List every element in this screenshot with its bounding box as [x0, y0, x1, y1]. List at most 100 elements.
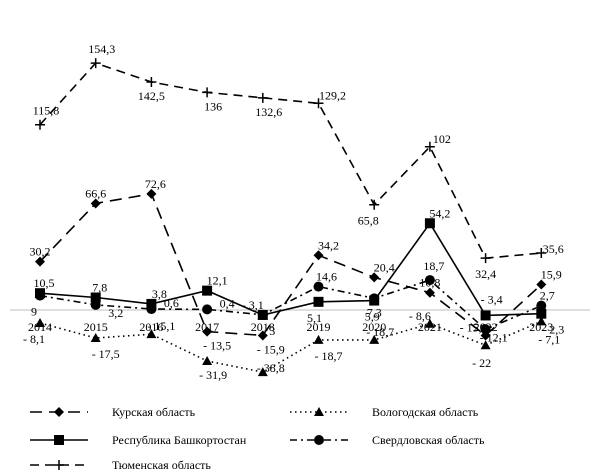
- data-label-kursk: 66,6: [85, 186, 106, 200]
- data-point-kursk: [313, 250, 324, 261]
- series-line-bashkortostan: [39, 221, 542, 317]
- data-label-vologda: - 8,6: [409, 309, 431, 323]
- data-point-vologda: [424, 318, 435, 328]
- series-line-vologda: [39, 320, 542, 373]
- legend-item-vologda: Вологодская область: [290, 405, 479, 419]
- data-label-kursk: - 15,9: [460, 320, 488, 334]
- legend-label: Тюменская область: [112, 458, 211, 472]
- data-label-bashkortostan: 7,8: [92, 281, 107, 295]
- data-label-sverdlovsk: 9: [31, 305, 37, 319]
- x-tick-label: 2020: [362, 320, 386, 334]
- data-point-tyumen: [369, 199, 380, 210]
- data-point-bashkortostan: [536, 308, 547, 319]
- data-label-bashkortostan: 3,8: [152, 287, 167, 301]
- legend-label: Вологодская область: [372, 405, 479, 419]
- series-line-sverdlovsk: [39, 279, 542, 331]
- data-label-sverdlovsk: 14,6: [316, 270, 337, 284]
- data-point-bashkortostan: [146, 298, 157, 309]
- data-label-tyumen: 35,6: [543, 242, 564, 256]
- data-point-tyumen: [257, 92, 268, 103]
- legend-label: Республика Башкортостан: [112, 433, 247, 447]
- data-point-sverdlovsk: [257, 309, 268, 320]
- data-point-sverdlovsk: [480, 324, 491, 335]
- data-point-kursk: [35, 256, 45, 267]
- data-point-vologda: [369, 334, 380, 344]
- data-label-vologda: - 8,1: [23, 332, 45, 346]
- data-label-bashkortostan: - 3,4: [481, 292, 503, 306]
- data-point-bashkortostan: [480, 310, 491, 321]
- data-label-vologda: - 38,8: [257, 361, 285, 375]
- data-point-tyumen: [313, 98, 324, 109]
- legend: Курская область Вологодская область Респуб…: [30, 405, 485, 472]
- data-label-kursk: 72,6: [145, 177, 166, 191]
- data-label-sverdlovsk: 3,2: [108, 306, 123, 320]
- data-point-kursk: [424, 287, 435, 298]
- data-label-vologda: - 7,1: [538, 332, 560, 346]
- data-label-tyumen: 115,8: [33, 104, 60, 118]
- x-tick-label: 2016: [139, 320, 163, 334]
- data-label-kursk: 15,9: [541, 268, 562, 282]
- data-point-bashkortostan: [313, 296, 324, 307]
- legend-label: Курская область: [112, 405, 196, 419]
- x-tick-label: 2023: [529, 320, 553, 334]
- data-point-kursk: [536, 279, 547, 290]
- data-point-tyumen: [90, 58, 101, 69]
- legend-item-bashkortostan: Республика Башкортостан: [30, 433, 247, 447]
- legend-item-sverdlovsk: Свердловская область: [290, 433, 485, 447]
- data-label-vologda: - 17,5: [92, 347, 120, 361]
- data-labels: 30,2 66,6 72,6 - 13,5 - 15,9 34,2 20,4 10,8 - 15…: [23, 42, 564, 382]
- series-markers: [35, 58, 547, 377]
- data-point-vologda: [202, 356, 213, 366]
- data-point-tyumen: [424, 141, 435, 152]
- data-point-vologda: [146, 329, 157, 339]
- data-label-sverdlovsk: 0,6: [164, 296, 179, 310]
- data-label-vologda: - 31,9: [199, 368, 227, 382]
- data-point-kursk: [257, 330, 268, 341]
- data-point-tyumen: [536, 248, 547, 259]
- data-label-tyumen: 129,2: [319, 88, 346, 102]
- data-label-bashkortostan: 54,2: [429, 206, 450, 220]
- data-label-sverdlovsk: 0,4: [220, 296, 235, 310]
- data-label-kursk: 30,2: [30, 245, 51, 259]
- data-label-tyumen: 142,5: [138, 89, 165, 103]
- data-label-kursk: 20,4: [374, 260, 395, 274]
- data-label-vologda: - 22: [472, 356, 491, 370]
- data-point-kursk: [146, 188, 157, 199]
- data-label-tyumen: 102: [433, 132, 451, 146]
- data-point-vologda: [257, 367, 268, 377]
- data-point-tyumen: [202, 87, 213, 98]
- data-point-tyumen: [480, 253, 491, 264]
- data-point-sverdlovsk: [146, 304, 157, 315]
- data-label-sverdlovsk: - 3: [262, 324, 275, 338]
- data-label-tyumen: 65,8: [358, 214, 379, 228]
- data-label-kursk: 34,2: [318, 238, 339, 252]
- data-point-vologda: [536, 316, 547, 326]
- data-point-sverdlovsk: [202, 304, 213, 315]
- data-point-bashkortostan: [202, 285, 213, 296]
- data-point-sverdlovsk: [369, 293, 380, 304]
- legend-label: Свердловская область: [372, 433, 485, 447]
- legend-marker: [54, 407, 64, 417]
- data-point-sverdlovsk: [424, 275, 435, 286]
- data-point-tyumen: [35, 119, 45, 130]
- data-label-tyumen: 154,3: [88, 42, 115, 56]
- data-point-kursk: [202, 326, 213, 337]
- series-line-tyumen: [39, 62, 542, 260]
- data-label-sverdlovsk: 2,7: [540, 289, 555, 303]
- data-point-vologda: [313, 334, 324, 344]
- data-label-sverdlovsk: 18,7: [423, 259, 444, 273]
- data-label-kursk: - 13,5: [203, 339, 231, 353]
- data-label-sverdlovsk: - 12,1: [480, 330, 508, 344]
- data-label-kursk: 10,8: [419, 276, 440, 290]
- data-label-bashkortostan: 5,9: [365, 310, 380, 324]
- x-tick-label: 2019: [307, 320, 331, 334]
- data-label-vologda: - 15,1: [147, 319, 175, 333]
- legend-item-tyumen: Тюменская область: [30, 458, 211, 472]
- data-label-bashkortostan: 12,1: [207, 274, 228, 288]
- data-point-kursk: [369, 272, 380, 283]
- data-point-sverdlovsk: [90, 299, 101, 310]
- legend-marker: [54, 460, 64, 470]
- series-lines: [39, 62, 542, 373]
- x-tick-label: 2015: [84, 320, 108, 334]
